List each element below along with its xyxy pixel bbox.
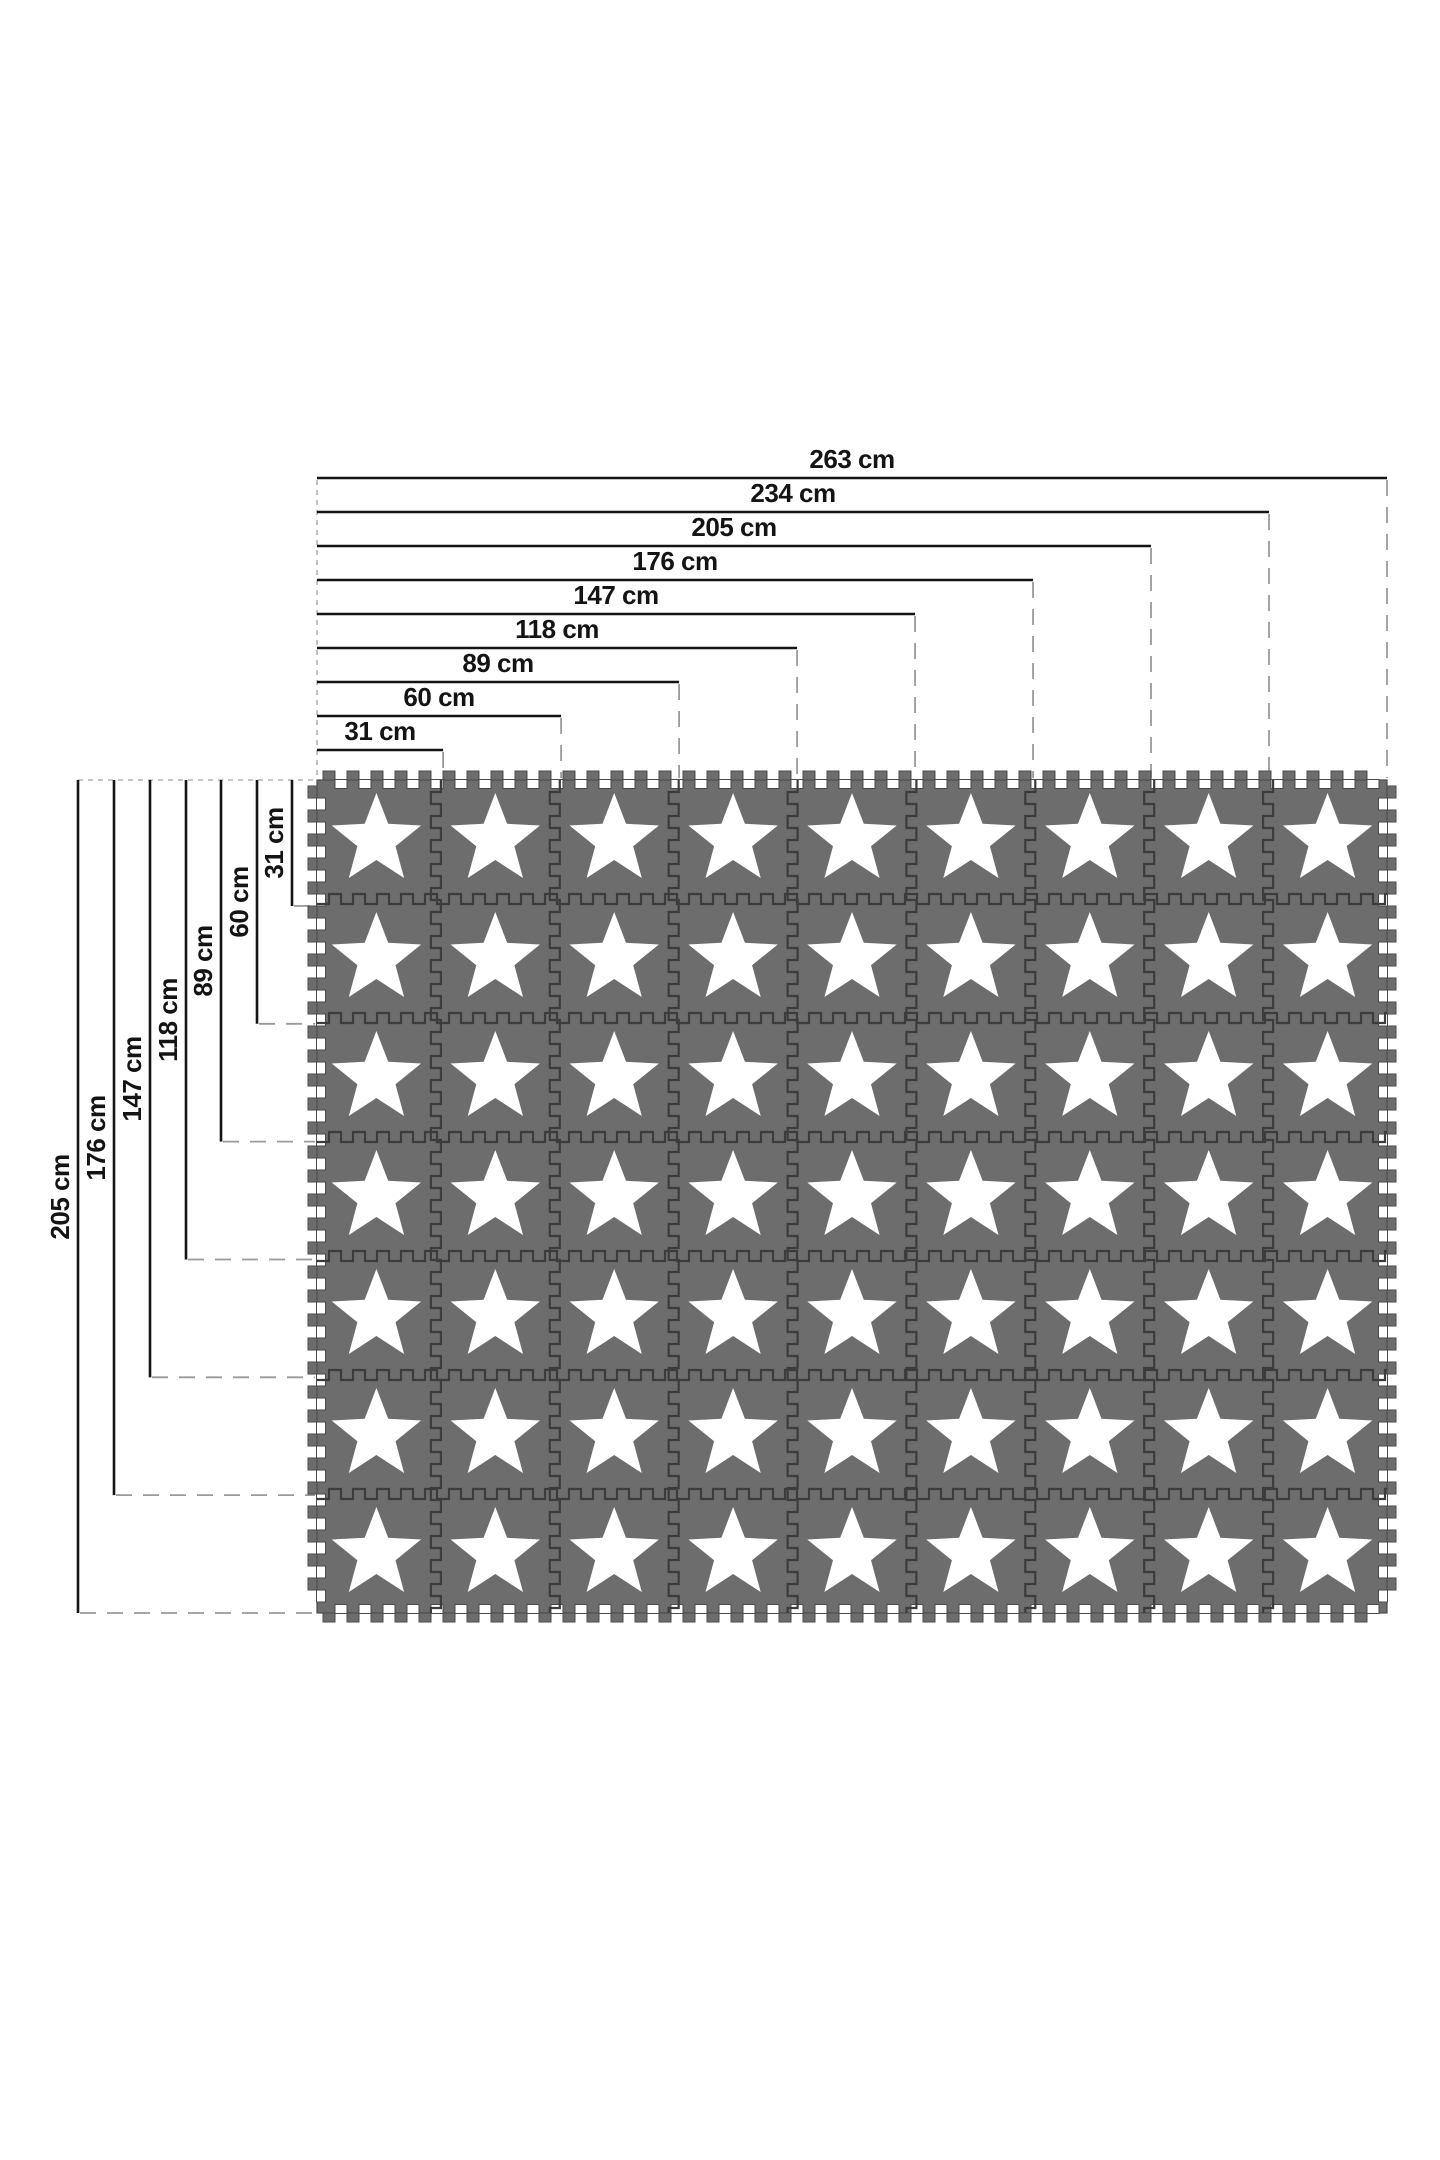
star-tile-motif (1282, 912, 1373, 997)
dim-left-176cm: 176 cm (81, 1094, 111, 1181)
star-tile-motif (807, 1031, 897, 1116)
star-tile-motif (450, 912, 540, 997)
star-tile-motif (1045, 1507, 1135, 1592)
star-tile-motif (688, 1507, 778, 1592)
star-tile-motif (569, 1269, 659, 1354)
dim-top-147cm: 147 cm (573, 580, 659, 610)
star-tile-motif (926, 912, 1016, 997)
star-tile-motif (688, 1031, 778, 1116)
star-tile-motif (450, 1388, 540, 1473)
top-dimension-lines (317, 476, 1387, 752)
star-tile-motif (807, 1507, 897, 1592)
left-dimension-lines (76, 780, 294, 1613)
star-tile-motif (450, 793, 540, 878)
star-tile-motif (1164, 1150, 1254, 1235)
star-tile-motif (450, 1031, 540, 1116)
star-tile-motif (1164, 1388, 1254, 1473)
star-tile-motif (569, 1507, 659, 1592)
dim-top-263cm: 263 cm (809, 444, 895, 474)
star-tile-motif (569, 1150, 659, 1235)
star-tile-motif (450, 1150, 540, 1235)
star-tile-motif (1045, 912, 1135, 997)
star-tile-motif (1045, 1388, 1135, 1473)
tile-seams (317, 780, 1387, 1613)
star-tile-motif (1045, 1269, 1135, 1354)
dim-left-31cm: 31 cm (259, 807, 289, 879)
star-tile-motif (1164, 1031, 1254, 1116)
dim-top-234cm: 234 cm (750, 478, 836, 508)
star-tile-motif (1282, 1507, 1373, 1592)
dim-left-118cm: 118 cm (153, 977, 183, 1062)
dim-top-89cm: 89 cm (462, 648, 534, 678)
star-tile-motif (807, 1269, 897, 1354)
dim-left-60cm: 60 cm (224, 866, 254, 938)
star-tile-motif (1282, 793, 1373, 878)
star-tile-motif (331, 1388, 422, 1473)
star-tile-motif (1282, 1388, 1373, 1473)
dim-left-147cm: 147 cm (117, 1036, 147, 1122)
star-tile-motif (331, 1031, 422, 1116)
dim-top-31cm: 31 cm (344, 716, 416, 746)
star-tile-motif (1164, 912, 1254, 997)
star-tile-motif (569, 793, 659, 878)
dim-top-118cm: 118 cm (515, 614, 599, 644)
star-tile-motif (450, 1507, 540, 1592)
star-tile-motif (688, 1388, 778, 1473)
star-tile-motif (1164, 1269, 1254, 1354)
star-tile-motif (926, 1388, 1016, 1473)
dim-top-205cm: 205 cm (691, 512, 777, 542)
star-tile-motif (569, 1031, 659, 1116)
star-tile-motif (807, 793, 897, 878)
star-tile-motif (1045, 793, 1135, 878)
star-tile-motif (807, 1150, 897, 1235)
dim-top-176cm: 176 cm (632, 546, 718, 576)
star-tile-motif (331, 1269, 422, 1354)
star-tile-motif (1282, 1269, 1373, 1354)
star-tile-motif (450, 1269, 540, 1354)
star-tile-motif (569, 912, 659, 997)
star-tile-motif (688, 1269, 778, 1354)
star-tile-motif (688, 912, 778, 997)
dim-left-89cm: 89 cm (188, 925, 218, 997)
star-tile-motif (331, 1150, 422, 1235)
star-tile-motif (1164, 793, 1254, 878)
mat-edge-teeth (307, 770, 1397, 1623)
star-tile-motif (926, 1031, 1016, 1116)
star-tile-motif (1282, 1031, 1373, 1116)
star-tile-motif (926, 1507, 1016, 1592)
dim-top-60cm: 60 cm (403, 682, 475, 712)
star-tile-motif (1045, 1031, 1135, 1116)
star-tile-motif (331, 1507, 422, 1592)
star-tile-motif (926, 1150, 1016, 1235)
star-tile-motif (688, 793, 778, 878)
star-tile-motif (331, 912, 422, 997)
star-tile-motif (331, 793, 422, 878)
star-tile-motif (807, 912, 897, 997)
star-tile-motif (1045, 1150, 1135, 1235)
star-tile-motif (1282, 1150, 1373, 1235)
guide-lines (78, 480, 1388, 1614)
star-tile-motif (569, 1388, 659, 1473)
star-tile-motif (1164, 1507, 1254, 1592)
star-tile-motif (688, 1150, 778, 1235)
star-tile-motif (926, 793, 1016, 878)
tile-stars (331, 793, 1373, 1592)
dim-left-205cm: 205 cm (45, 1153, 75, 1240)
star-tile-motif (926, 1269, 1016, 1354)
star-tile-motif (807, 1388, 897, 1473)
